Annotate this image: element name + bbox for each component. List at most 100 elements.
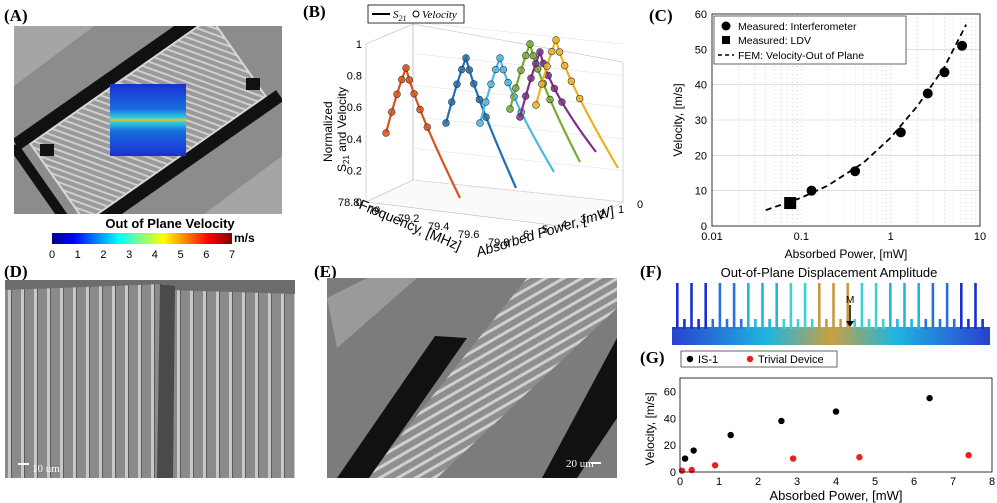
b-velocity-marker <box>453 80 461 88</box>
b-velocity-marker <box>482 113 490 121</box>
panel-b-chart: 0 0.2 0.4 0.6 0.8 1 78.8 79 79.2 79.4 79.6 79.8 6 5… <box>321 4 643 260</box>
c-legend-label: Measured: Interferometer <box>738 21 857 33</box>
f-finger <box>832 283 835 329</box>
b-velocity-marker <box>522 92 530 100</box>
b-velocity-marker <box>499 65 508 74</box>
g-is1-point <box>690 447 697 454</box>
f-finger <box>867 319 871 329</box>
colorbar-unit: m/s <box>234 231 255 245</box>
c-interferometer-point <box>922 88 933 99</box>
panel-d-image <box>5 280 295 478</box>
g-x-tick-label: 6 <box>911 476 917 488</box>
c-plot-frame <box>711 13 981 227</box>
c-y-tick-label: 30 <box>695 115 707 127</box>
f-finger <box>931 283 935 329</box>
f-finger <box>952 319 956 329</box>
b-freq-tick-label: 79 <box>368 205 380 217</box>
b-power-tick-label: 6 <box>523 229 529 241</box>
b-velocity-marker <box>552 36 560 44</box>
c-y-tick-label: 20 <box>695 150 707 162</box>
b-legend-marker-label: Velocity <box>422 9 457 21</box>
b-velocity-marker <box>536 48 544 56</box>
f-finger <box>910 319 913 329</box>
g-is1-point <box>832 408 840 415</box>
b-velocity-marker <box>512 84 520 92</box>
b-velocity-marker <box>492 65 500 74</box>
panel-e-image <box>327 278 617 478</box>
f-finger <box>747 283 750 329</box>
d-scalebar-label: 10 um <box>32 463 60 475</box>
colorbar-gradient <box>52 233 232 244</box>
b-power-tick-label: 2 <box>599 209 605 221</box>
f-finger <box>874 283 878 329</box>
g-is1-point <box>681 455 689 462</box>
colorbar-tick-label: 2 <box>100 249 106 261</box>
f-finger <box>938 319 942 329</box>
f-finger <box>825 319 828 329</box>
c-y-tick-label: 60 <box>695 9 707 21</box>
g-trivial-point <box>965 452 972 459</box>
b-velocity-marker <box>516 113 524 121</box>
panel-f-image: M <box>672 283 990 345</box>
c-legend-swatch-interferometer <box>721 21 731 31</box>
g-y-tick-label: 0 <box>670 467 676 479</box>
c-legend-label: FEM: Velocity-Out of Plane <box>738 50 864 62</box>
colorbar-tick-label: 4 <box>152 249 158 261</box>
b-velocity-marker <box>567 77 576 85</box>
f-finger <box>725 319 729 329</box>
g-is1-point <box>778 417 785 425</box>
c-y-tick-label: 10 <box>695 186 707 198</box>
b-velocity-marker <box>532 59 540 68</box>
b-velocity-marker <box>560 61 569 70</box>
colorbar-tick-label: 0 <box>49 249 55 261</box>
g-y-tick-label: 60 <box>664 386 676 398</box>
g-plot-frame <box>679 377 993 473</box>
b-velocity-marker <box>529 52 538 60</box>
b-velocity-marker <box>423 123 431 131</box>
b-velocity-marker <box>532 101 540 109</box>
b-velocity-marker <box>416 105 424 114</box>
b-velocity-marker <box>458 65 466 74</box>
e-scalebar-label: 20 um <box>566 458 594 470</box>
b-velocity-marker <box>506 105 514 113</box>
g-x-tick-label: 1 <box>716 476 722 488</box>
g-legend-box <box>680 350 838 368</box>
e-scalebar <box>591 462 601 464</box>
f-finger <box>697 319 700 329</box>
b-gridline <box>412 148 624 171</box>
panel-g-chart: 0 1 2 3 4 5 6 7 8 0 20 40 60 IS-1 Trivial Device Abso… <box>643 350 995 503</box>
f-finger <box>739 319 743 329</box>
b-freq-tick-label: 79.6 <box>458 229 479 241</box>
b-velocity-marker <box>550 84 559 93</box>
g-x-tick-label: 8 <box>989 476 995 488</box>
f-finger <box>974 283 977 329</box>
c-x-tick-label: 0.01 <box>701 231 722 243</box>
b-velocity-marker <box>382 129 390 137</box>
g-xlabel: Absorbed Power, [mW] <box>770 488 903 503</box>
b-velocity-marker <box>405 76 414 84</box>
panel-g-label: (G) <box>640 348 665 367</box>
panel-c-label: (C) <box>649 6 673 25</box>
g-x-tick-label: 3 <box>794 476 800 488</box>
colorbar-tick-label: 7 <box>229 249 235 261</box>
b-power-tick-label: 3 <box>580 214 586 226</box>
f-finger <box>775 283 778 329</box>
f-finger <box>704 283 707 329</box>
c-interferometer-point <box>850 166 861 177</box>
f-finger <box>903 283 906 329</box>
g-x-tick-label: 5 <box>872 476 878 488</box>
f-finger <box>796 319 800 329</box>
f-finger <box>917 283 920 329</box>
g-legend-label: IS-1 <box>698 354 718 366</box>
f-finger <box>967 319 970 329</box>
f-finger <box>860 283 864 329</box>
g-x-tick-label: 0 <box>677 476 683 488</box>
f-finger <box>924 319 928 329</box>
f-finger <box>896 319 899 329</box>
b-gridline <box>412 21 624 45</box>
panel-c-chart: 0.01 0.1 1 10 0 10 20 30 40 50 60 Measured: Interf… <box>671 9 986 261</box>
f-marker-label: M <box>846 295 854 306</box>
b-series-curve <box>534 36 619 169</box>
colorbar-tick-label: 3 <box>126 249 132 261</box>
b-velocity-marker <box>496 54 504 62</box>
